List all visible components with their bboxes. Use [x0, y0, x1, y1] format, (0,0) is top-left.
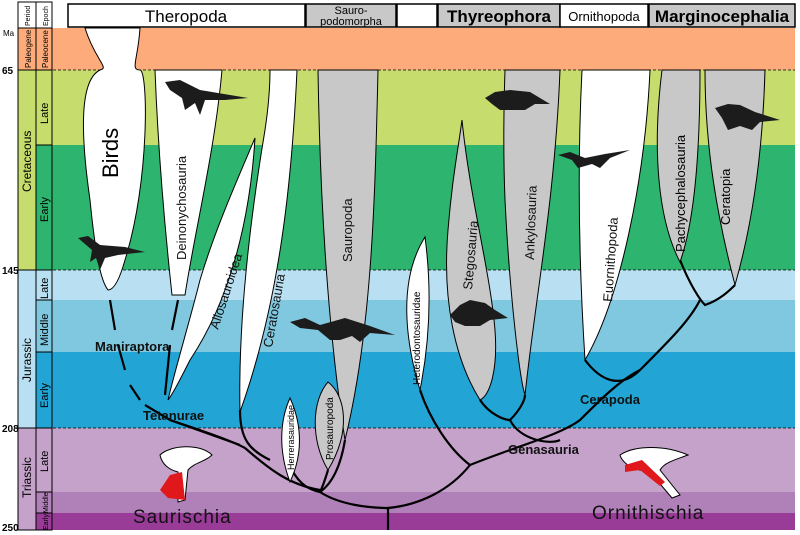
tick-250: 250: [2, 523, 19, 534]
tick-208: 208: [2, 424, 19, 435]
label-euornithopoda: Euornithopoda: [600, 216, 621, 302]
heterodontosauridae-shape: [406, 235, 430, 391]
epoch-middle-jurassic: Middle: [39, 314, 51, 346]
period-jurassic: Jurassic: [20, 338, 34, 382]
bird-dinosaur-silhouette-icon: [78, 236, 145, 270]
deinonychosauria-shape: [154, 69, 223, 296]
euornithopoda-shape: [578, 69, 651, 362]
stegosaur-silhouette-icon: [450, 300, 508, 326]
node-cerapoda: Cerapoda: [580, 392, 641, 407]
herrerasauridae-shape: [281, 396, 300, 484]
clade-shapes: [82, 27, 766, 484]
node-saurischia: Saurischia: [133, 507, 232, 528]
sauropod-silhouette-icon: [290, 318, 395, 342]
header-sauropodomorpha-1: Sauro-: [334, 5, 367, 17]
birds-shape: [82, 27, 146, 291]
ornithopod-silhouette-icon: [558, 150, 630, 168]
tick-65: 65: [2, 66, 14, 77]
epoch-late-cretaceous: Late: [39, 103, 51, 124]
epoch-late-triassic: Late: [39, 451, 51, 472]
band-middle-triassic: [52, 492, 795, 513]
epoch-header: Epoch: [43, 6, 50, 26]
period-header: Period: [25, 6, 32, 26]
node-tetanurae: Tetanurae: [143, 408, 204, 423]
node-ornithischia: Ornithischia: [592, 503, 704, 524]
label-stegosauria: Stegosauria: [460, 219, 481, 290]
label-prosauropoda: Prosauropoda: [325, 397, 336, 460]
label-heterodontosauridae: Heterodontosauridae: [412, 291, 423, 385]
tick-145: 145: [2, 266, 19, 277]
ankylosauria-shape: [503, 69, 561, 396]
epoch-paleocene: Paleocene: [41, 30, 50, 68]
period-cretaceous: Cretaceous: [20, 131, 34, 192]
epoch-late-jurassic: Late: [39, 278, 51, 299]
node-maniraptora: Maniraptora: [95, 339, 170, 354]
saurischian-pelvis-icon: [159, 446, 213, 503]
label-pachycephalosauria: Pachycephalosauria: [673, 134, 688, 252]
label-birds: Birds: [98, 128, 123, 178]
header-ornithopoda: Ornithopoda: [568, 9, 640, 24]
node-genasauria: Genasauria: [508, 442, 580, 457]
axis-unit: Ma: [3, 29, 15, 38]
phylogeny-tree-lines: [108, 259, 736, 530]
header-sauropodomorpha-2: podomorpha: [320, 16, 383, 28]
header-marginocephalia: Marginocephalia: [655, 7, 790, 26]
allosauroidea-shape: [167, 137, 256, 401]
silhouettes: [78, 80, 780, 342]
period-paleogene: Paleogene: [24, 29, 33, 68]
theropod-silhouette-icon: [165, 80, 248, 115]
band-paleogene: [52, 28, 795, 70]
ornithischian-pelvis-icon: [619, 447, 690, 499]
prosauropoda-shape: [314, 381, 344, 471]
epoch-early-triassic: Early: [43, 514, 50, 530]
label-herrerasauridae: Herrerasauridae: [286, 405, 296, 470]
label-deinonychosauria: Deinonychosauria: [174, 155, 189, 260]
stegosauria-shape: [446, 119, 497, 401]
header-thyreophora: Thyreophora: [447, 7, 551, 26]
band-early-triassic: [52, 513, 795, 530]
epoch-middle-triassic: Middle: [43, 492, 50, 513]
header-theropoda: Theropoda: [145, 7, 228, 26]
ceratosauria-shape: [239, 69, 298, 413]
label-ceratopia: Ceratopia: [718, 168, 733, 225]
pachycephalosauria-shape: [656, 69, 701, 264]
label-sauropoda: Sauropoda: [340, 198, 355, 262]
period-triassic: Triassic: [20, 457, 34, 498]
epoch-early-jurassic: Early: [39, 382, 51, 408]
epoch-early-cretaceous: Early: [39, 196, 51, 222]
sauropoda-shape: [317, 69, 379, 441]
clade-header: [67, 3, 796, 28]
ankylosaur-silhouette-icon: [485, 90, 550, 110]
label-ankylosauria: Ankylosauria: [522, 184, 540, 260]
ceratopsian-silhouette-icon: [715, 104, 780, 130]
